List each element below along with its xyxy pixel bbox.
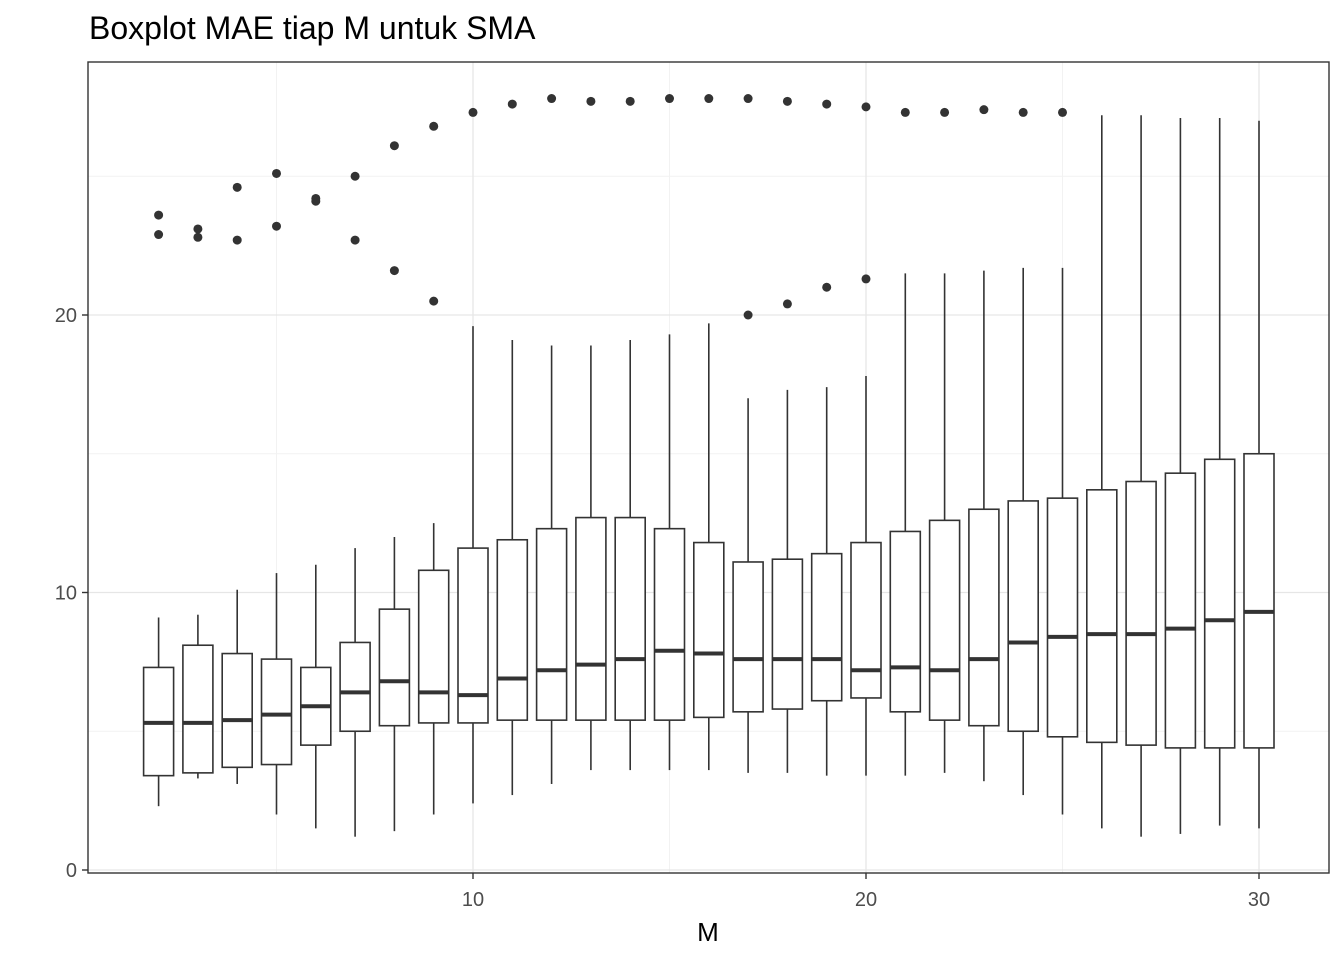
x-tick-label: 10 <box>462 889 484 911</box>
panel-border <box>87 61 1330 874</box>
outlier-point <box>861 102 871 112</box>
outlier-point <box>154 230 164 240</box>
outlier-point <box>429 296 439 306</box>
box-m-29 <box>1203 458 1236 749</box>
box-m-19 <box>810 552 843 702</box>
outlier-point <box>665 94 674 104</box>
box-m-28 <box>1164 472 1197 749</box>
box-m-16 <box>692 541 725 719</box>
outlier-point <box>507 99 517 109</box>
outlier-point <box>979 105 989 115</box>
box-m-26 <box>1086 489 1118 744</box>
box-m-5 <box>260 658 293 766</box>
box-m-25 <box>1046 497 1079 738</box>
outlier-point <box>350 235 360 245</box>
box-m-8 <box>378 608 411 727</box>
outlier-point <box>272 168 281 178</box>
outlier-point <box>782 299 792 309</box>
outliers <box>154 94 1067 320</box>
box-m-13 <box>575 516 607 721</box>
outlier-point <box>232 235 242 245</box>
outlier-point <box>1018 107 1028 117</box>
box-m-17 <box>732 561 764 713</box>
outlier-point <box>154 210 164 220</box>
outlier-point <box>389 266 399 276</box>
outlier-point <box>1058 107 1067 117</box>
box-m-7 <box>339 641 371 733</box>
box-m-24 <box>1007 500 1040 733</box>
outlier-point <box>429 121 439 131</box>
box-m-22 <box>928 519 961 721</box>
box-m-14 <box>614 516 647 721</box>
outlier-point <box>743 94 753 104</box>
box-m-21 <box>889 530 922 713</box>
chart-title: Boxplot MAE tiap M untuk SMA <box>89 10 536 46</box>
y-tick-label: 0 <box>66 860 77 882</box>
outlier-point <box>822 282 832 292</box>
box-m-23 <box>968 508 1000 727</box>
box-m-20 <box>850 541 882 699</box>
outlier-point <box>389 141 399 151</box>
box-m-15 <box>653 527 686 721</box>
y-tick-label: 10 <box>55 583 77 605</box>
outlier-point <box>704 94 714 104</box>
axes: 10 20 30 0 10 20 <box>55 305 1270 911</box>
outlier-point <box>940 107 950 117</box>
outlier-point <box>193 224 203 234</box>
outlier-point <box>861 274 871 284</box>
y-tick-label: 20 <box>55 305 77 327</box>
box-m-4 <box>221 652 253 769</box>
boxes <box>142 115 1275 837</box>
outlier-point <box>350 171 360 181</box>
box-m-30 <box>1243 452 1275 749</box>
outlier-point <box>625 96 635 106</box>
box-m-27 <box>1125 480 1157 746</box>
outlier-point <box>586 96 596 106</box>
outlier-point <box>272 221 281 231</box>
outlier-point <box>311 193 321 203</box>
outlier-point <box>468 107 478 117</box>
x-tick-label: 20 <box>855 889 877 911</box>
box-m-12 <box>535 527 568 721</box>
box-m-9 <box>417 569 450 724</box>
x-tick-label: 30 <box>1248 889 1270 911</box>
outlier-point <box>822 99 832 109</box>
outlier-point <box>900 107 910 117</box>
box-m-18 <box>771 558 804 710</box>
box-m-3 <box>182 644 214 774</box>
outlier-point <box>743 310 753 320</box>
box-m-11 <box>496 538 529 721</box>
outlier-point <box>193 232 203 242</box>
outlier-point <box>782 96 792 106</box>
x-axis-title: M <box>697 917 719 947</box>
outlier-point <box>232 182 242 192</box>
outlier-point <box>547 94 557 104</box>
